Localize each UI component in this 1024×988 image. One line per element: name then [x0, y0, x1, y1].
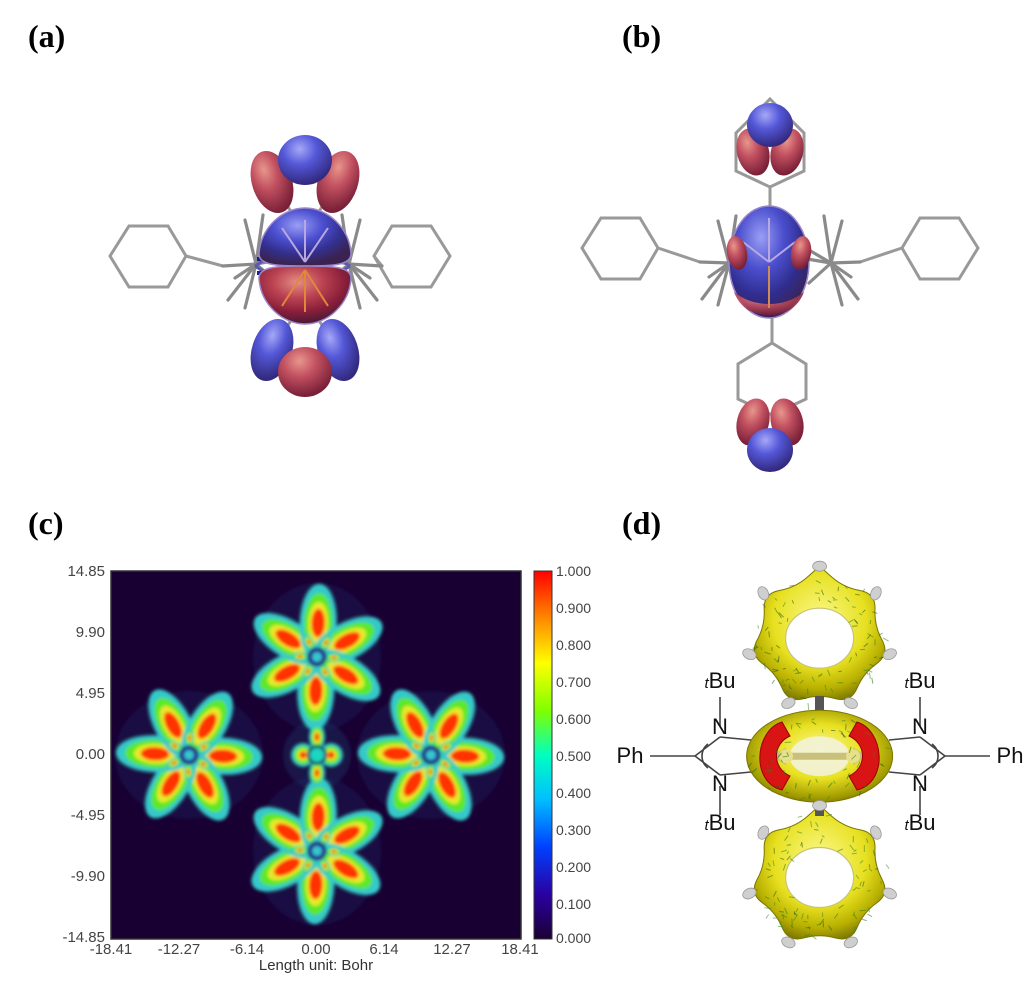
svg-text:tBu: tBu	[904, 810, 935, 835]
svg-text:-18.41: -18.41	[90, 941, 133, 958]
svg-text:4.95: 4.95	[76, 685, 105, 702]
svg-text:-6.14: -6.14	[230, 941, 264, 958]
svg-text:N: N	[712, 771, 728, 796]
svg-text:0.100: 0.100	[556, 896, 591, 912]
svg-text:Ph: Ph	[997, 743, 1024, 768]
svg-text:0.900: 0.900	[556, 600, 591, 616]
svg-text:0.00: 0.00	[76, 746, 105, 763]
svg-text:0.600: 0.600	[556, 711, 591, 727]
svg-text:tBu: tBu	[704, 668, 735, 693]
svg-text:Length unit: Bohr: Length unit: Bohr	[259, 957, 373, 974]
svg-text:0.000: 0.000	[556, 930, 591, 946]
svg-text:0.00: 0.00	[301, 941, 330, 958]
svg-text:-12.27: -12.27	[158, 941, 201, 958]
svg-text:tBu: tBu	[704, 810, 735, 835]
svg-text:N: N	[912, 771, 928, 796]
svg-text:N: N	[912, 714, 928, 739]
svg-text:-9.90: -9.90	[71, 868, 105, 885]
svg-text:12.27: 12.27	[433, 941, 471, 958]
svg-text:1.000: 1.000	[556, 563, 591, 579]
svg-text:0.500: 0.500	[556, 748, 591, 764]
svg-text:0.300: 0.300	[556, 822, 591, 838]
svg-text:N: N	[712, 714, 728, 739]
svg-text:tBu: tBu	[904, 668, 935, 693]
svg-text:0.800: 0.800	[556, 637, 591, 653]
svg-text:9.90: 9.90	[76, 624, 105, 641]
svg-text:-4.95: -4.95	[71, 807, 105, 824]
svg-text:6.14: 6.14	[369, 941, 398, 958]
svg-text:0.400: 0.400	[556, 785, 591, 801]
svg-text:0.200: 0.200	[556, 859, 591, 875]
svg-text:0.700: 0.700	[556, 674, 591, 690]
svg-text:Ph: Ph	[617, 743, 644, 768]
svg-text:18.41: 18.41	[501, 941, 539, 958]
svg-text:14.85: 14.85	[67, 563, 105, 580]
